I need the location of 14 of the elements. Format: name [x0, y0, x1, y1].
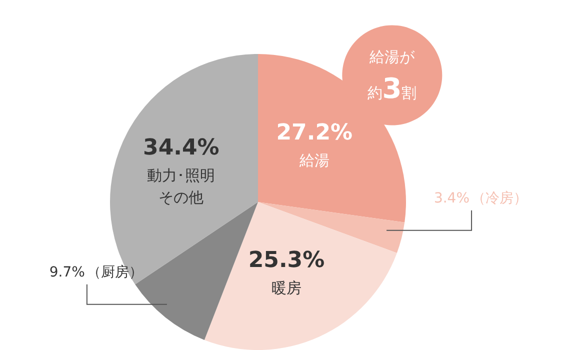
data-label: 27.2% [276, 120, 353, 146]
text: が [400, 48, 414, 66]
slice-label: 動力･照明その他 [147, 166, 216, 207]
slice-label: （厨房） [86, 264, 143, 280]
data-label: 9.7% [49, 264, 85, 280]
text: 約3割 [367, 72, 417, 105]
slice-label: （冷房） [472, 190, 528, 206]
slice-label: 給湯 [298, 152, 330, 170]
slice-label: 給湯 [368, 48, 400, 66]
data-label: 25.3% [248, 248, 325, 274]
data-label: 3.4% [434, 190, 470, 206]
pie-slice [204, 202, 397, 350]
data-label: 34.4% [143, 136, 220, 161]
slice-label: 暖房 [271, 279, 302, 298]
